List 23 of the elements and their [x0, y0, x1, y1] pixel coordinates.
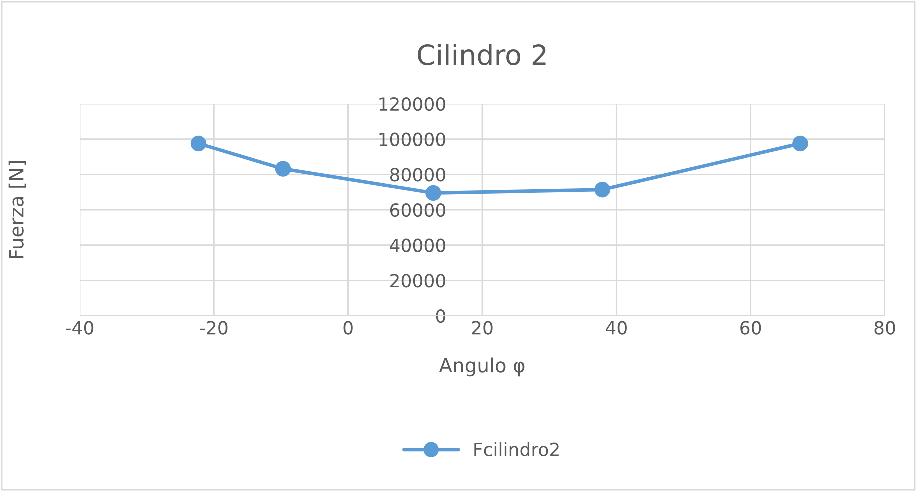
point: [792, 136, 808, 152]
x-axis-title: Angulo φ: [439, 358, 525, 377]
point: [190, 136, 207, 152]
chart-title: Cilindro 2: [418, 44, 546, 66]
y-tick-label: 60000: [390, 203, 446, 218]
y-axis-title: Fuerza [N]: [8, 161, 26, 258]
point: [594, 182, 610, 198]
x-tick-label: -20: [200, 321, 228, 335]
x-tick-label: 60: [740, 321, 762, 335]
y-tick-label: 0: [436, 309, 446, 324]
x-tick-label: 40: [606, 321, 627, 335]
point: [275, 161, 292, 177]
y-tick-label: 100000: [380, 132, 446, 146]
y-tick-label: 120000: [380, 97, 446, 112]
x-tick-label: 80: [874, 321, 896, 335]
y-tick-label: 40000: [390, 238, 446, 252]
x-tick-label: 0: [344, 321, 353, 335]
legend-label: Fcilindro2: [474, 442, 559, 456]
y-tick-label: 80000: [390, 168, 446, 182]
x-tick-label: 20: [472, 321, 493, 335]
y-tick-label: 20000: [390, 274, 446, 288]
point: [426, 185, 442, 202]
x-tick-label: -40: [66, 321, 94, 335]
